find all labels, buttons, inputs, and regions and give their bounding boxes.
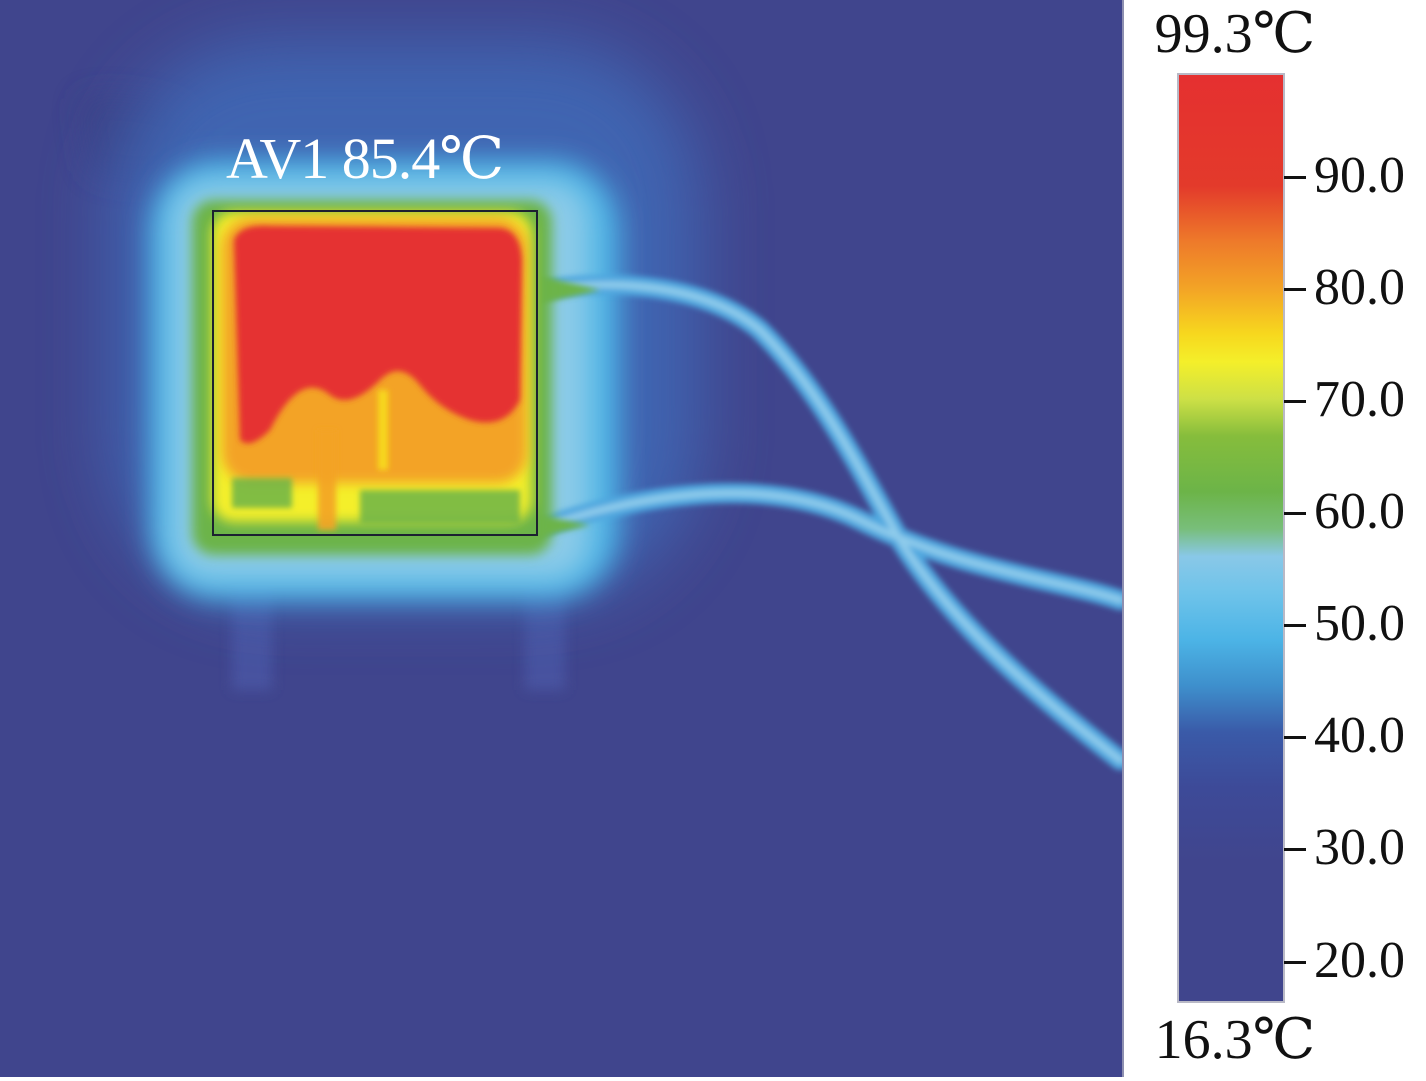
scale-tick bbox=[1284, 848, 1306, 851]
scale-tick bbox=[1284, 512, 1306, 515]
scale-tick-label: 50.0 bbox=[1314, 595, 1405, 652]
scale-tick-label: 30.0 bbox=[1314, 819, 1405, 876]
scale-tick bbox=[1284, 288, 1306, 291]
scale-tick bbox=[1284, 736, 1306, 739]
color-scale-bar bbox=[1177, 73, 1285, 1003]
scale-tick-label: 60.0 bbox=[1314, 483, 1405, 540]
scale-tick bbox=[1284, 961, 1306, 964]
scale-tick bbox=[1284, 176, 1306, 179]
scale-tick-label: 70.0 bbox=[1314, 371, 1405, 428]
scale-tick-label: 90.0 bbox=[1314, 147, 1405, 204]
scale-tick-label: 80.0 bbox=[1314, 259, 1405, 316]
scale-min-label: 16.3℃ bbox=[1154, 1009, 1316, 1071]
scale-max-label: 99.3℃ bbox=[1154, 3, 1316, 65]
measurement-box[interactable] bbox=[212, 210, 538, 536]
heat-map bbox=[80, 40, 1124, 770]
scale-tick-label: 40.0 bbox=[1314, 707, 1405, 764]
lower-streaks bbox=[232, 390, 520, 530]
scale-tick bbox=[1284, 400, 1306, 403]
roi-label: AV1 85.4℃ bbox=[226, 126, 504, 191]
cable-traces bbox=[530, 274, 1124, 770]
module-red-core bbox=[234, 225, 522, 444]
scale-tick-label: 20.0 bbox=[1314, 932, 1405, 989]
thermal-image: AV1 85.4℃ bbox=[0, 0, 1124, 1077]
scale-tick bbox=[1284, 624, 1306, 627]
